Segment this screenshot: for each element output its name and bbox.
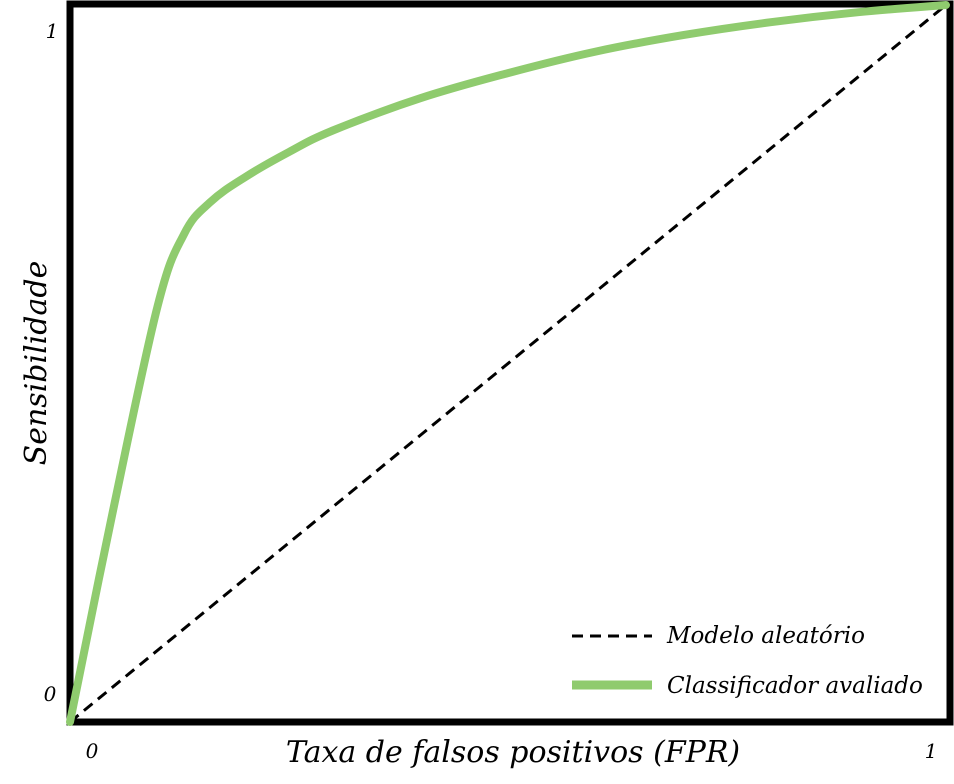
- series-line-classifier: [66, 1, 950, 726]
- y-tick-label-0: 0: [44, 682, 57, 706]
- series-layer: [66, 1, 950, 726]
- y-tick-label-1: 1: [46, 19, 59, 43]
- x-tick-label-1: 1: [925, 739, 938, 763]
- plot-frame: [66, 0, 954, 726]
- x-axis-label: Taxa de falsos positivos (FPR): [286, 735, 740, 770]
- y-axis-label: Sensibilidade: [19, 261, 54, 466]
- legend: Modelo aleatório Classificador avaliado: [572, 623, 923, 699]
- series-line-random-model: [69, 3, 947, 724]
- legend-label-classifier: Classificador avaliado: [667, 673, 923, 699]
- legend-label-random: Modelo aleatório: [666, 623, 865, 649]
- x-tick-label-0: 0: [86, 739, 99, 763]
